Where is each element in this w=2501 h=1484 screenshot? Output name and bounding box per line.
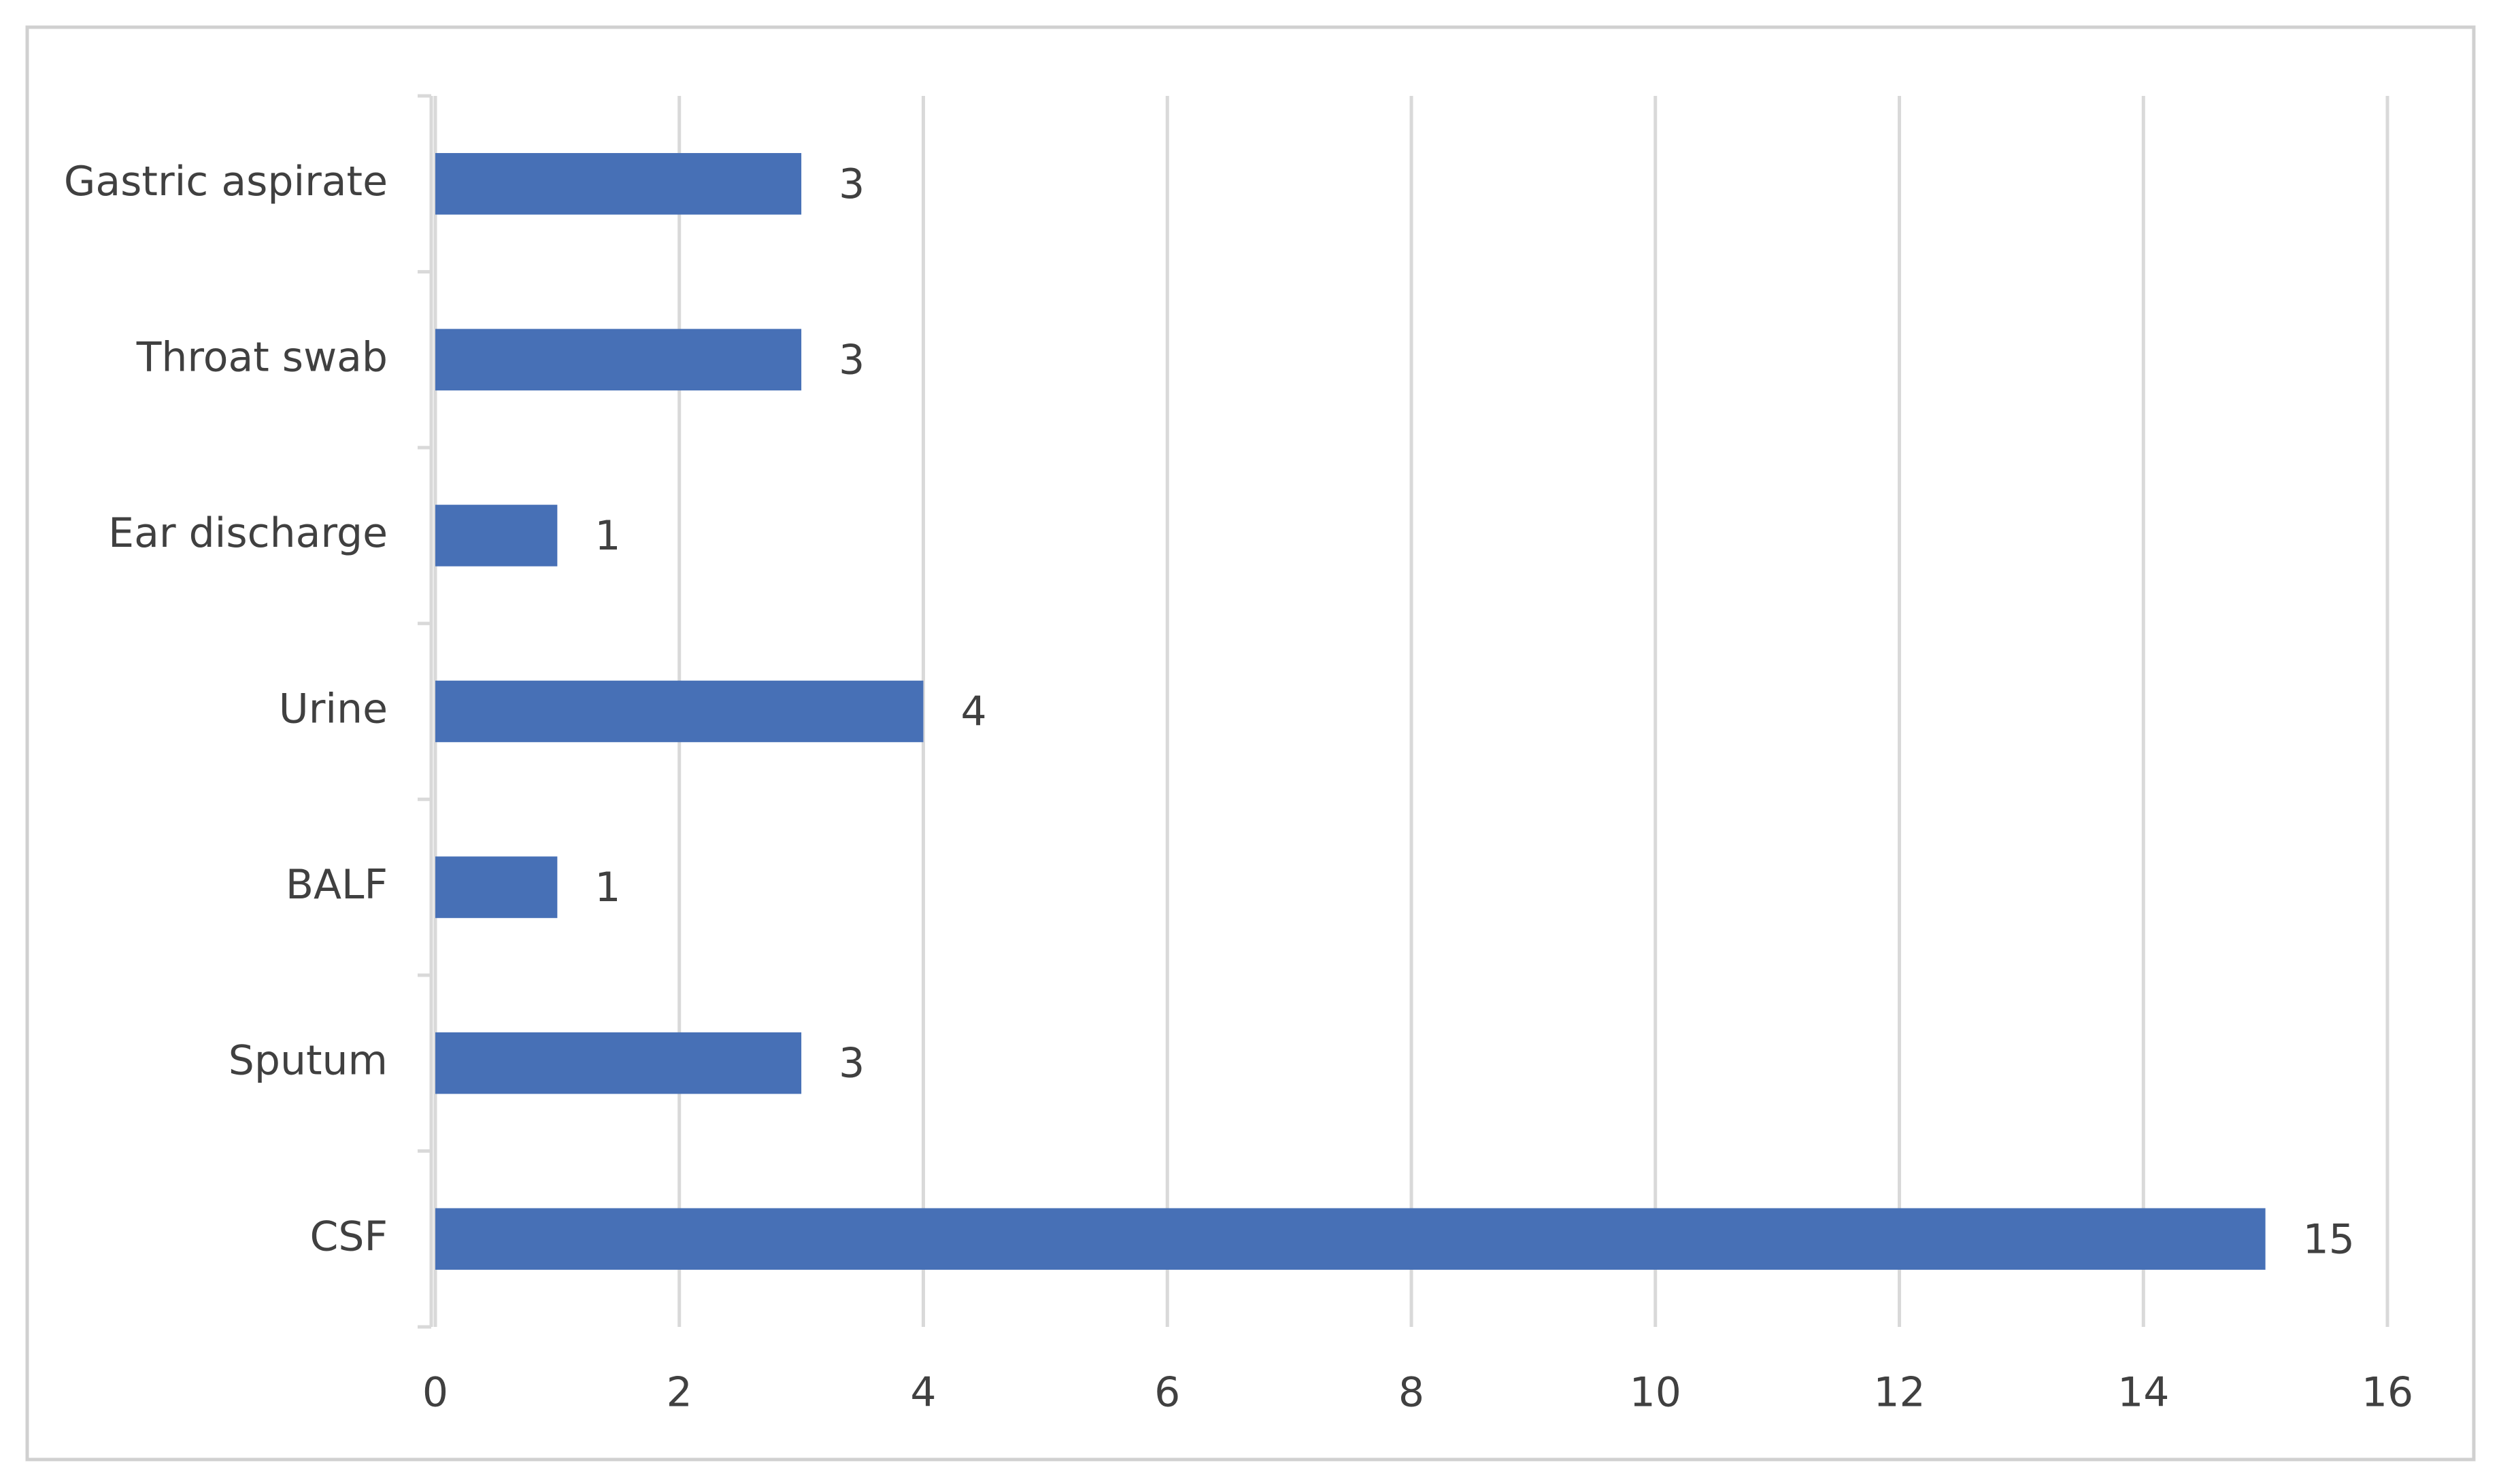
bar [435, 856, 558, 918]
bar [435, 328, 802, 391]
value-label: 15 [2303, 1215, 2355, 1263]
x-tick-label: 10 [1630, 1369, 1681, 1417]
value-label: 3 [839, 161, 865, 208]
x-tick-label: 2 [667, 1369, 692, 1417]
x-tick-label: 14 [2117, 1369, 2169, 1417]
bar [435, 1208, 2266, 1270]
value-label: 1 [594, 864, 620, 911]
y-tick-label: Urine [279, 686, 388, 733]
x-tick-label: 16 [2362, 1369, 2413, 1417]
x-tick-label: 12 [1873, 1369, 1925, 1417]
y-tick-label: BALF [286, 861, 388, 909]
value-label: 4 [961, 688, 987, 736]
y-tick-label: Sputum [229, 1037, 388, 1085]
y-tick-label: Ear discharge [108, 509, 388, 557]
x-tick-label: 6 [1154, 1369, 1180, 1417]
x-tick-label: 4 [910, 1369, 936, 1417]
bar [435, 153, 802, 215]
value-label: 3 [839, 1040, 865, 1087]
bar [435, 505, 558, 567]
bar [435, 680, 924, 743]
y-tick-label: Gastric aspirate [64, 158, 388, 205]
value-label: 3 [839, 336, 865, 384]
value-label: 1 [594, 512, 620, 560]
y-tick-label: Throat swab [136, 333, 388, 381]
y-tick-label: CSF [310, 1213, 388, 1260]
x-tick-label: 8 [1398, 1369, 1424, 1417]
bar [435, 1032, 802, 1094]
x-tick-label: 0 [422, 1369, 448, 1417]
